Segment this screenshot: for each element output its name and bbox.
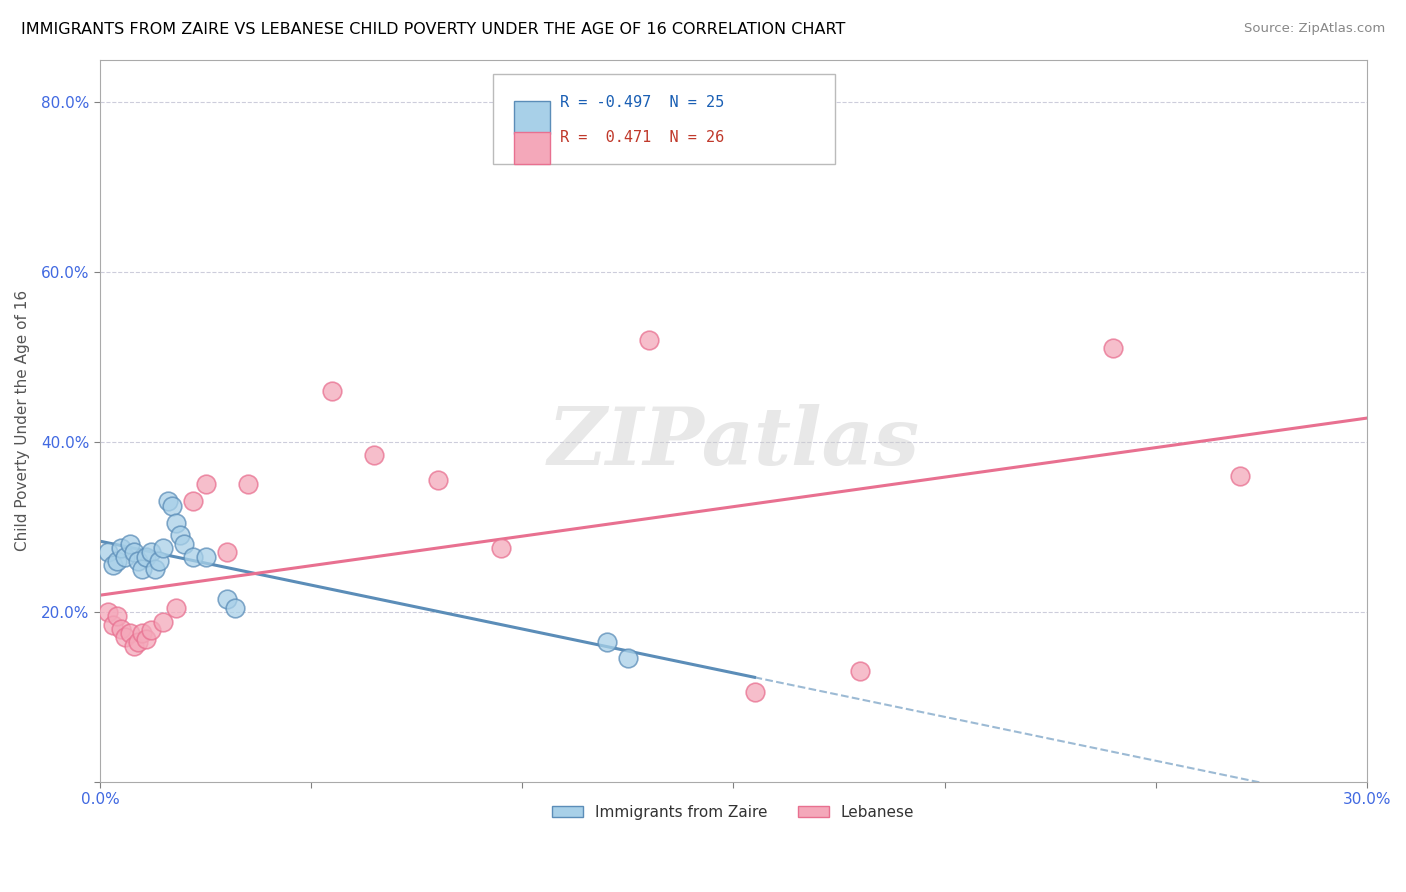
Point (596, 634, 619, 648)
Point (110, 541, 132, 555)
Point (135, 549, 157, 564)
Point (160, 499, 183, 513)
Point (97, 545, 120, 559)
Point (849, 665, 872, 679)
Point (105, 554, 128, 568)
Point (489, 541, 512, 555)
Point (181, 549, 204, 564)
Point (165, 516, 187, 530)
Point (173, 537, 195, 551)
Point (122, 545, 145, 559)
Point (169, 528, 191, 542)
Point (118, 537, 141, 551)
Point (127, 634, 149, 648)
Point (152, 541, 174, 555)
Point (194, 477, 217, 491)
Point (1229, 468, 1251, 483)
Point (165, 600, 187, 615)
Point (638, 333, 661, 347)
Point (426, 473, 449, 487)
Point (215, 592, 238, 607)
Point (127, 554, 149, 568)
Point (105, 609, 128, 624)
Point (224, 600, 246, 615)
Point (118, 626, 141, 640)
Text: ZIPatlas: ZIPatlas (547, 403, 920, 481)
FancyBboxPatch shape (492, 74, 835, 164)
Point (101, 617, 124, 632)
Point (139, 545, 162, 559)
Point (114, 549, 136, 564)
Text: Source: ZipAtlas.com: Source: ZipAtlas.com (1244, 22, 1385, 36)
Point (97, 605, 120, 619)
Point (363, 448, 385, 462)
Point (122, 639, 145, 653)
Bar (515, 132, 550, 164)
Point (1102, 342, 1125, 356)
Bar (515, 102, 550, 134)
Point (156, 494, 179, 508)
Point (131, 626, 153, 640)
Text: R = -0.497  N = 25: R = -0.497 N = 25 (560, 95, 724, 110)
Point (215, 545, 238, 559)
Point (321, 384, 343, 398)
Point (617, 651, 640, 665)
Point (148, 554, 170, 568)
Point (114, 630, 136, 644)
Legend: Immigrants from Zaire, Lebanese: Immigrants from Zaire, Lebanese (546, 799, 921, 826)
Point (181, 494, 204, 508)
Point (110, 622, 132, 636)
Point (131, 562, 153, 576)
Point (152, 615, 174, 629)
Point (135, 632, 157, 646)
Point (101, 558, 124, 572)
Point (143, 562, 166, 576)
Y-axis label: Child Poverty Under the Age of 16: Child Poverty Under the Age of 16 (15, 290, 30, 551)
Point (139, 624, 162, 638)
Text: IMMIGRANTS FROM ZAIRE VS LEBANESE CHILD POVERTY UNDER THE AGE OF 16 CORRELATION : IMMIGRANTS FROM ZAIRE VS LEBANESE CHILD … (21, 22, 845, 37)
Point (236, 477, 259, 491)
Point (744, 685, 766, 699)
Point (194, 549, 217, 564)
Text: R =  0.471  N = 26: R = 0.471 N = 26 (560, 130, 724, 145)
